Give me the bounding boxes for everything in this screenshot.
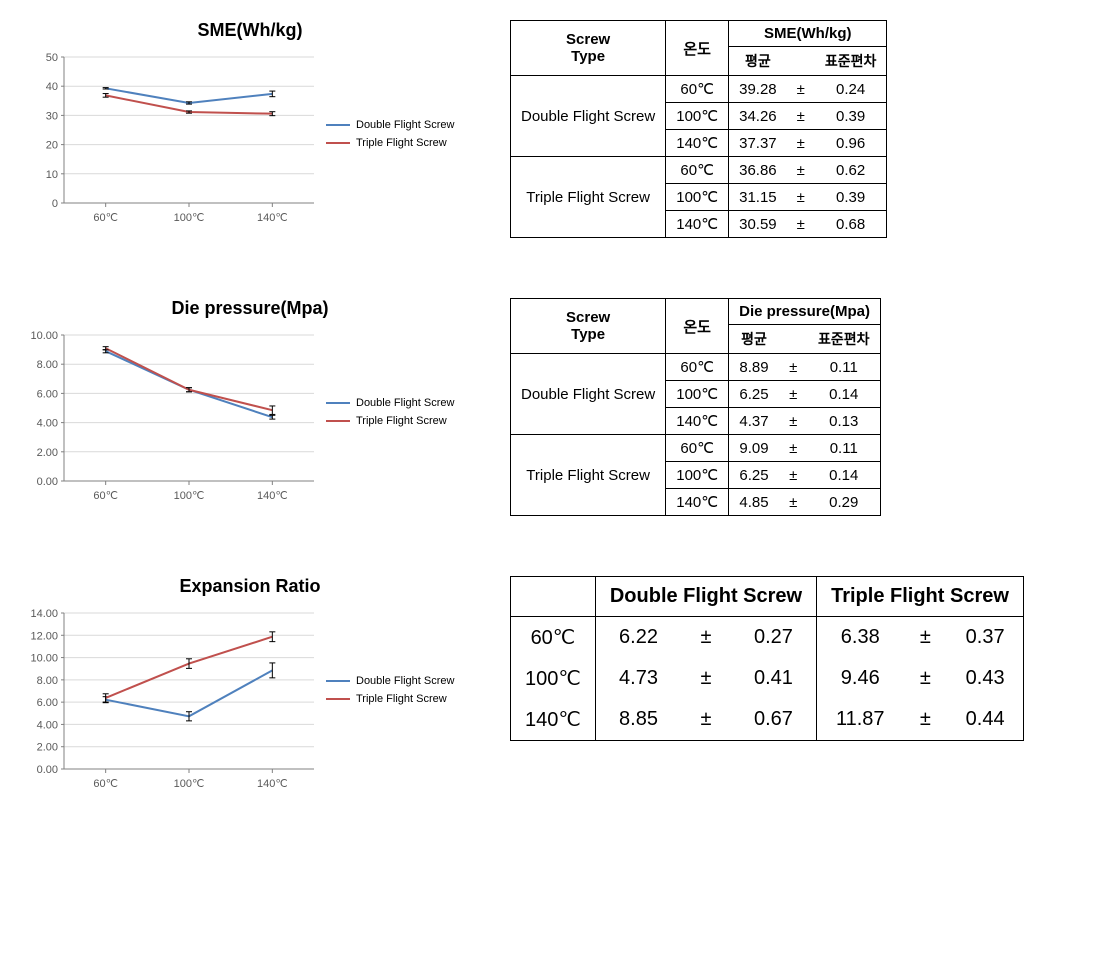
table-row: 60℃ 6.22 ± 0.27 6.38 ± 0.37 (511, 617, 1024, 659)
table-row: 100℃ 4.73 ± 0.41 9.46 ± 0.43 (511, 658, 1024, 699)
sme-col-screw: Screw Type (511, 21, 666, 76)
svg-text:100℃: 100℃ (174, 778, 205, 790)
die-row: Die pressure(Mpa) 0.00 2.00 4.00 6.00 8.00 10… (20, 298, 1099, 516)
legend-label-double: Double Flight Screw (356, 119, 454, 131)
sme-col-sd: 표준편차 (815, 47, 887, 76)
die-col-sd: 표준편차 (808, 325, 881, 354)
svg-text:2.00: 2.00 (37, 447, 58, 459)
exp-blank-header (511, 577, 596, 617)
legend-swatch-triple (326, 698, 350, 700)
svg-text:0.00: 0.00 (37, 476, 58, 488)
die-chart-block: Die pressure(Mpa) 0.00 2.00 4.00 6.00 8.00 10… (20, 298, 480, 507)
legend-swatch-double (326, 680, 350, 682)
sme-col-temp: 온도 (666, 21, 729, 76)
legend-swatch-double (326, 402, 350, 404)
svg-text:40: 40 (46, 81, 58, 93)
table-row: Double Flight Screw 60℃ 39.28 ± 0.24 (511, 76, 887, 103)
legend-item-triple: Triple Flight Screw (326, 415, 454, 427)
legend-item-double: Double Flight Screw (326, 675, 454, 687)
legend-label-triple: Triple Flight Screw (356, 693, 447, 705)
svg-text:60℃: 60℃ (93, 778, 118, 790)
die-chart-title: Die pressure(Mpa) (20, 298, 480, 319)
legend-label-double: Double Flight Screw (356, 397, 454, 409)
svg-text:0: 0 (52, 198, 58, 210)
die-col-temp: 온도 (666, 299, 729, 354)
svg-text:140℃: 140℃ (257, 490, 288, 502)
table-row: Triple Flight Screw 60℃ 9.09 ± 0.11 (511, 435, 881, 462)
sme-table: Screw Type 온도 SME(Wh/kg) 평균 표준편차 Double … (510, 20, 887, 238)
legend-item-double: Double Flight Screw (326, 119, 454, 131)
sme-chart: 0 10 20 30 40 50 60℃ 100℃ 140℃ (20, 49, 320, 229)
sme-legend: Double Flight Screw Triple Flight Screw (320, 49, 454, 155)
svg-text:20: 20 (46, 140, 58, 152)
legend-label-triple: Triple Flight Screw (356, 415, 447, 427)
die-col-mean: 평균 (729, 325, 779, 354)
svg-text:0.00: 0.00 (37, 764, 58, 776)
svg-text:100℃: 100℃ (174, 490, 205, 502)
sme-row: SME(Wh/kg) 0 10 20 30 40 50 60℃ 100℃ 140℃ Double… (20, 20, 1099, 238)
table-row: Double Flight Screw 60℃ 8.89 ± 0.11 (511, 354, 881, 381)
sme-col-metric: SME(Wh/kg) (729, 21, 887, 47)
svg-text:8.00: 8.00 (37, 359, 58, 371)
legend-swatch-triple (326, 142, 350, 144)
legend-label-double: Double Flight Screw (356, 675, 454, 687)
svg-text:6.00: 6.00 (37, 697, 58, 709)
legend-item-double: Double Flight Screw (326, 397, 454, 409)
svg-text:140℃: 140℃ (257, 778, 288, 790)
svg-text:30: 30 (46, 110, 58, 122)
exp-col-triple: Triple Flight Screw (817, 577, 1024, 617)
exp-chart: 0.00 2.00 4.00 6.00 8.00 10.00 12.00 14.00 60℃ 10… (20, 605, 320, 795)
die-table: Screw Type 온도 Die pressure(Mpa) 평균 표준편차 … (510, 298, 881, 516)
svg-text:10: 10 (46, 169, 58, 181)
table-row: 140℃ 8.85 ± 0.67 11.87 ± 0.44 (511, 699, 1024, 741)
die-col-metric: Die pressure(Mpa) (729, 299, 881, 325)
legend-label-triple: Triple Flight Screw (356, 137, 447, 149)
svg-text:4.00: 4.00 (37, 418, 58, 430)
sme-chart-title: SME(Wh/kg) (20, 20, 480, 41)
exp-col-double: Double Flight Screw (595, 577, 816, 617)
svg-text:14.00: 14.00 (30, 608, 58, 620)
svg-text:60℃: 60℃ (93, 490, 118, 502)
svg-text:4.00: 4.00 (37, 719, 58, 731)
die-col-screw: Screw Type (511, 299, 666, 354)
legend-swatch-double (326, 124, 350, 126)
exp-chart-block: Expansion Ratio 0.00 2.00 4.00 6.00 8.00 10.0… (20, 576, 480, 795)
svg-text:2.00: 2.00 (37, 742, 58, 754)
die-chart: 0.00 2.00 4.00 6.00 8.00 10.00 60℃ 100℃ 140℃ (20, 327, 320, 507)
exp-table: Double Flight Screw Triple Flight Screw … (510, 576, 1024, 741)
legend-item-triple: Triple Flight Screw (326, 693, 454, 705)
svg-text:10.00: 10.00 (30, 330, 58, 342)
exp-chart-title: Expansion Ratio (20, 576, 480, 597)
sme-col-mean: 평균 (729, 47, 787, 76)
svg-text:12.00: 12.00 (30, 630, 58, 642)
svg-text:6.00: 6.00 (37, 388, 58, 400)
svg-text:140℃: 140℃ (257, 212, 288, 224)
svg-text:60℃: 60℃ (93, 212, 118, 224)
svg-text:10.00: 10.00 (30, 653, 58, 665)
legend-item-triple: Triple Flight Screw (326, 137, 454, 149)
exp-legend: Double Flight Screw Triple Flight Screw (320, 605, 454, 711)
svg-text:8.00: 8.00 (37, 675, 58, 687)
sme-chart-block: SME(Wh/kg) 0 10 20 30 40 50 60℃ 100℃ 140℃ Double… (20, 20, 480, 229)
die-legend: Double Flight Screw Triple Flight Screw (320, 327, 454, 433)
legend-swatch-triple (326, 420, 350, 422)
table-row: Triple Flight Screw 60℃ 36.86 ± 0.62 (511, 157, 887, 184)
svg-text:100℃: 100℃ (174, 212, 205, 224)
svg-text:50: 50 (46, 52, 58, 64)
exp-row: Expansion Ratio 0.00 2.00 4.00 6.00 8.00 10.0… (20, 576, 1099, 795)
